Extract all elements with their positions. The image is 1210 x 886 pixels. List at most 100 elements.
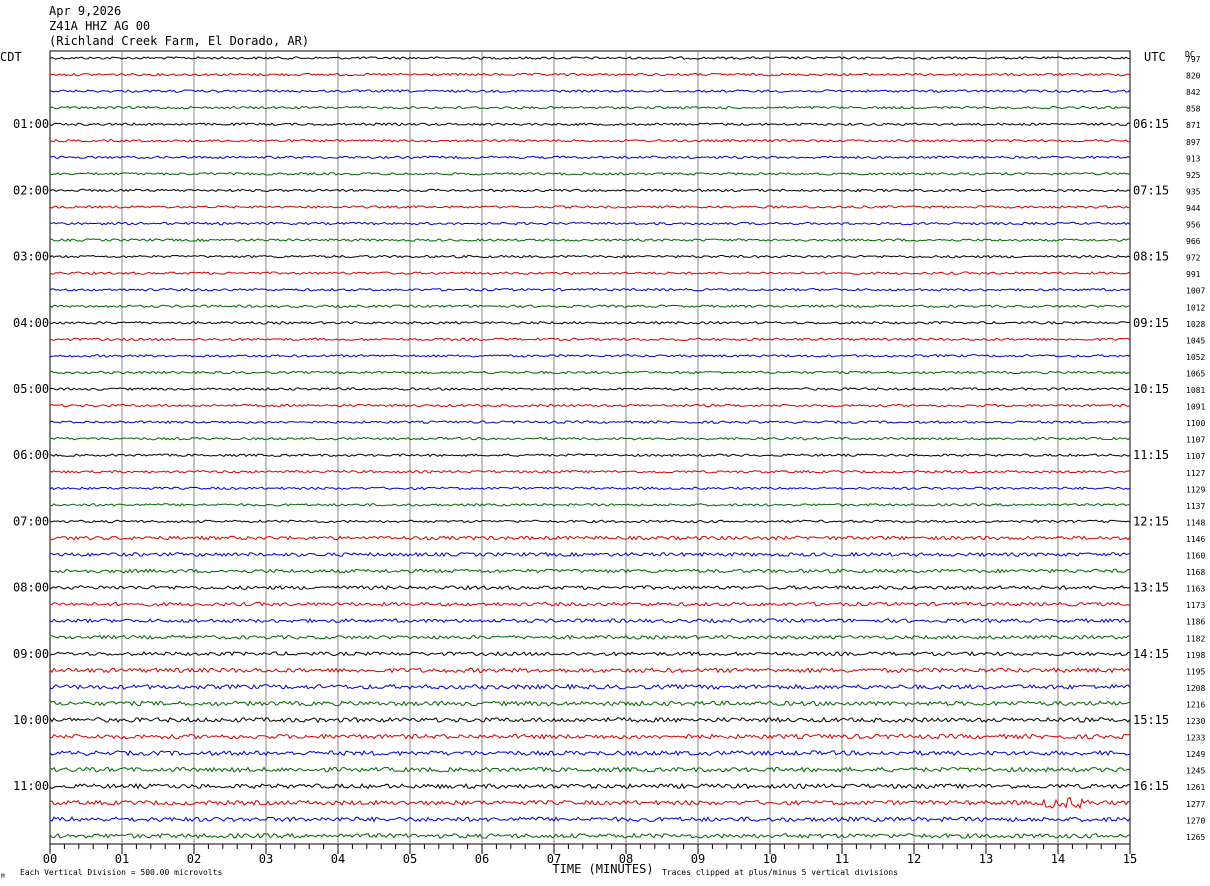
seismic-trace	[49, 420, 1131, 425]
seismic-trace	[49, 551, 1131, 558]
x-tick-label: 02	[187, 852, 201, 866]
dc-offset-label: 1163	[1186, 585, 1205, 594]
seismic-trace	[49, 138, 1131, 143]
seismic-trace	[49, 436, 1131, 441]
dc-offset-label: 1100	[1186, 419, 1205, 428]
x-tick-label: 04	[331, 852, 345, 866]
x-tick-label: 06	[475, 852, 489, 866]
seismic-trace	[49, 683, 1131, 691]
dc-offset-label: 1007	[1186, 287, 1205, 296]
utc-hour-label: 09:15	[1133, 316, 1169, 330]
dc-offset-label: 925	[1186, 171, 1201, 180]
x-tick-label: 12	[907, 852, 921, 866]
cdt-hour-label: 07:00	[13, 514, 49, 528]
seismic-trace	[49, 337, 1131, 342]
x-axis-ticks: 00 01 02 03 04 05 06 07 08 09 10 11 12 13 14 15 797 820 84…	[13, 55, 1205, 866]
dc-offset-label: 1028	[1186, 320, 1205, 329]
seismic-trace	[49, 782, 1131, 790]
x-tick-label: 03	[259, 852, 273, 866]
minute-gridlines	[121, 51, 1059, 844]
seismic-trace	[49, 535, 1131, 541]
seismic-trace	[49, 387, 1131, 391]
dc-offset-label: 1277	[1186, 800, 1205, 809]
dc-offset-label: 820	[1186, 72, 1201, 81]
left-axis-title: CDT	[0, 50, 22, 64]
dc-offset-label: 1249	[1186, 750, 1205, 759]
dc-offset-label: 1270	[1186, 816, 1205, 825]
cdt-hour-label: 03:00	[13, 250, 49, 264]
dc-offset-label: 1137	[1186, 502, 1205, 511]
trace-group	[49, 56, 1131, 839]
dc-offset-label: 1173	[1186, 601, 1205, 610]
corner-mark: M	[1, 873, 5, 880]
seismic-trace	[49, 651, 1131, 657]
dc-offset-label: 972	[1186, 254, 1201, 263]
cdt-hour-label: 04:00	[13, 316, 49, 330]
seismic-trace	[49, 766, 1131, 773]
utc-hour-label: 15:15	[1133, 713, 1169, 727]
seismic-trace	[49, 354, 1131, 358]
x-tick-label: 15	[1123, 852, 1137, 866]
dc-offset-label: 1195	[1186, 667, 1205, 676]
x-tick-label: 01	[115, 852, 129, 866]
seismic-trace	[49, 221, 1131, 226]
dc-offset-label: 1208	[1186, 684, 1205, 693]
seismic-trace	[49, 453, 1131, 458]
seismic-trace	[49, 238, 1131, 242]
dc-offset-label: 871	[1186, 121, 1201, 130]
x-tick-label: 11	[835, 852, 849, 866]
dc-offset-label: 842	[1186, 88, 1201, 97]
seismic-trace	[49, 370, 1131, 375]
x-tick-label: 14	[1051, 852, 1065, 866]
seismic-trace	[49, 287, 1131, 292]
utc-hour-label: 06:15	[1133, 117, 1169, 131]
dc-offset-label: 1233	[1186, 734, 1205, 743]
seismic-trace	[49, 304, 1131, 309]
seismic-trace	[49, 403, 1131, 408]
dc-offset-label: 1091	[1186, 403, 1205, 412]
seismic-trace	[49, 155, 1131, 160]
cdt-hour-label: 05:00	[13, 382, 49, 396]
dc-offset-label: 991	[1186, 270, 1201, 279]
utc-hour-label: 11:15	[1133, 448, 1169, 462]
x-tick-label: 10	[763, 852, 777, 866]
seismic-trace	[49, 122, 1131, 127]
seismic-trace	[49, 568, 1131, 574]
dc-offset-label: 1127	[1186, 469, 1205, 478]
seismic-trace	[49, 519, 1131, 524]
dc-offset-label: 1081	[1186, 386, 1205, 395]
utc-hour-label: 12:15	[1133, 514, 1169, 528]
dc-offset-label: 1045	[1186, 336, 1205, 345]
dc-offset-label: 1168	[1186, 568, 1205, 577]
dc-offset-label: 1107	[1186, 436, 1205, 445]
x-tick-label: 05	[403, 852, 417, 866]
dc-offset-label: 897	[1186, 138, 1201, 147]
seismic-trace	[49, 320, 1131, 325]
seismic-trace	[49, 205, 1130, 209]
x-tick-label: 08	[619, 852, 633, 866]
cdt-hour-label: 01:00	[13, 117, 49, 131]
x-tick-label: 00	[43, 852, 57, 866]
dc-offset-label: 913	[1186, 154, 1201, 163]
utc-hour-label: 10:15	[1133, 382, 1169, 396]
dc-offset-label: 1230	[1186, 717, 1205, 726]
dc-offset-label: 956	[1186, 221, 1201, 230]
dc-offset-label: 935	[1186, 187, 1201, 196]
utc-hour-label: 14:15	[1133, 647, 1169, 661]
dc-offset-label: 797	[1186, 55, 1201, 64]
utc-hour-label: 08:15	[1133, 250, 1169, 264]
header-location: (Richland Creek Farm, El Dorado, AR)	[49, 34, 310, 48]
seismic-trace	[49, 188, 1131, 193]
cdt-hour-label: 08:00	[13, 581, 49, 595]
dc-offset-label: 944	[1186, 204, 1201, 213]
seismic-trace	[49, 56, 1131, 60]
dc-offset-label: 1129	[1186, 485, 1205, 494]
cdt-hour-label: 10:00	[13, 713, 49, 727]
dc-offset-label: 966	[1186, 237, 1201, 246]
seismic-trace	[49, 716, 1131, 724]
x-axis-label: TIME (MINUTES)	[552, 862, 653, 876]
dc-offset-label: 1107	[1186, 452, 1205, 461]
seismic-trace	[49, 105, 1131, 110]
utc-hour-label: 13:15	[1133, 581, 1169, 595]
